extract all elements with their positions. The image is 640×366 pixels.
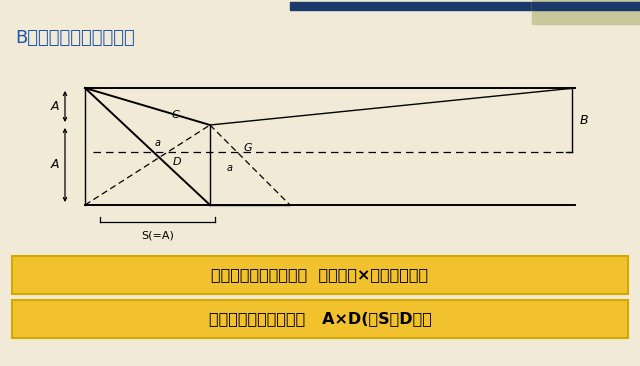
Text: A: A	[51, 158, 60, 172]
Text: 四坡水屋面斜面积＝偶  延尺系数×屋面坡度系数: 四坡水屋面斜面积＝偶 延尺系数×屋面坡度系数	[211, 268, 429, 283]
Text: 四坡水屋面斜脊长度＝   A×D(当S＝D时）: 四坡水屋面斜脊长度＝ A×D(当S＝D时）	[209, 311, 431, 326]
Text: B: B	[580, 113, 589, 127]
Text: C: C	[171, 110, 179, 120]
Text: B、四坡水屋面坡度系数: B、四坡水屋面坡度系数	[15, 29, 135, 47]
Bar	[532, 0, 640, 24]
Text: a: a	[155, 138, 161, 148]
Text: a: a	[227, 163, 233, 173]
Text: A: A	[51, 100, 60, 113]
Text: D: D	[173, 157, 181, 167]
Bar	[290, 2, 540, 10]
Bar	[12, 256, 628, 294]
Text: S(=A): S(=A)	[141, 231, 174, 241]
Text: G: G	[244, 143, 252, 153]
Bar	[532, 2, 640, 10]
Bar	[12, 300, 628, 338]
